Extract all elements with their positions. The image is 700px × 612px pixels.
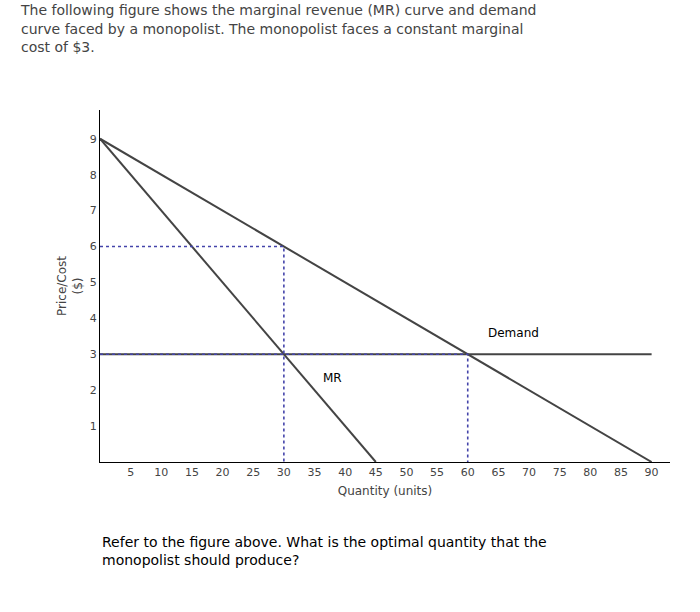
svg-text:35: 35 bbox=[308, 466, 322, 479]
svg-text:90: 90 bbox=[645, 466, 659, 479]
svg-text:Price/Cost($): Price/Cost($) bbox=[55, 256, 85, 316]
svg-text:70: 70 bbox=[522, 466, 536, 479]
svg-text:15: 15 bbox=[185, 466, 199, 479]
svg-text:40: 40 bbox=[338, 466, 352, 479]
svg-text:6: 6 bbox=[90, 240, 97, 253]
svg-text:Refer to the figure above. Wha: Refer to the figure above. What is the o… bbox=[102, 534, 547, 568]
svg-text:5: 5 bbox=[90, 276, 97, 289]
svg-text:MR: MR bbox=[323, 371, 342, 385]
svg-text:1: 1 bbox=[90, 420, 97, 433]
svg-text:75: 75 bbox=[553, 466, 567, 479]
svg-text:The following figure shows the: The following figure shows the marginal … bbox=[20, 2, 537, 54]
svg-text:Quantity (units): Quantity (units) bbox=[338, 484, 433, 498]
svg-text:20: 20 bbox=[216, 466, 230, 479]
svg-text:60: 60 bbox=[461, 466, 475, 479]
svg-text:2: 2 bbox=[90, 384, 97, 397]
svg-text:65: 65 bbox=[491, 466, 505, 479]
svg-text:9: 9 bbox=[90, 133, 97, 146]
svg-text:25: 25 bbox=[246, 466, 260, 479]
svg-text:3: 3 bbox=[90, 348, 97, 361]
svg-text:10: 10 bbox=[154, 466, 168, 479]
svg-text:8: 8 bbox=[90, 169, 97, 182]
svg-text:30: 30 bbox=[277, 466, 291, 479]
svg-text:45: 45 bbox=[369, 466, 383, 479]
svg-text:55: 55 bbox=[430, 466, 444, 479]
svg-text:Demand: Demand bbox=[488, 326, 539, 340]
svg-text:7: 7 bbox=[90, 204, 97, 217]
svg-text:4: 4 bbox=[90, 312, 97, 325]
svg-text:50: 50 bbox=[399, 466, 413, 479]
svg-text:5: 5 bbox=[127, 466, 134, 479]
svg-text:80: 80 bbox=[583, 466, 597, 479]
svg-text:85: 85 bbox=[614, 466, 628, 479]
